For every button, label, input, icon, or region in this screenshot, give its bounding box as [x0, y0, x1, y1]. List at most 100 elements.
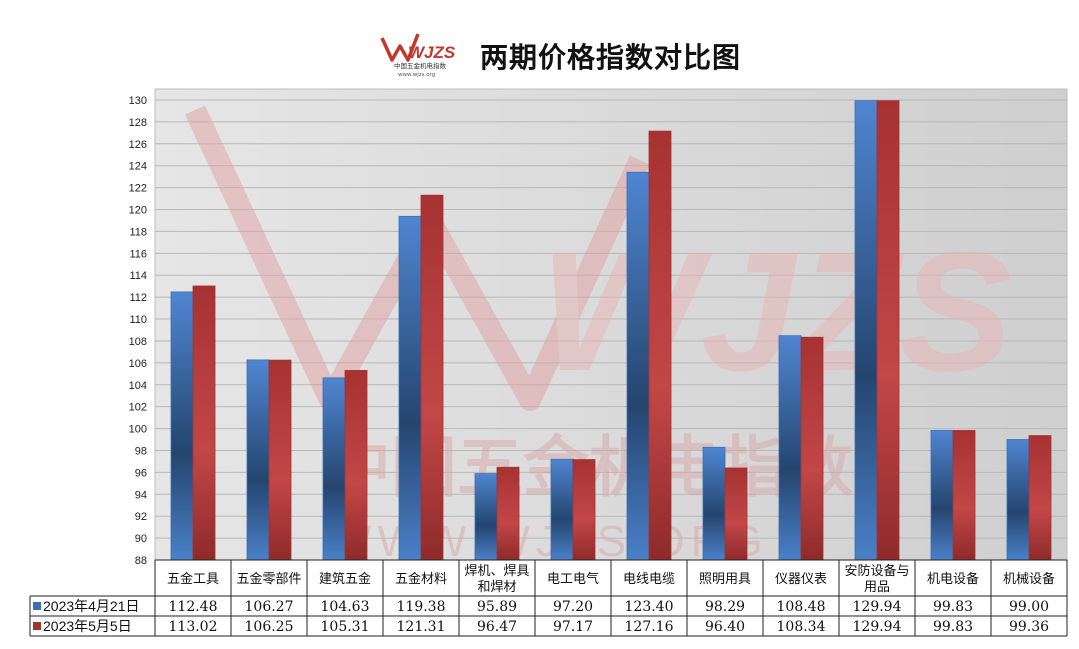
category-label: 仪器仪表 [775, 572, 827, 587]
bar-series2 [952, 430, 976, 561]
bar-series1 [474, 473, 498, 561]
y-tick-label: 112 [129, 292, 147, 304]
data-label: 112.48 [169, 599, 218, 615]
bar-series1 [854, 100, 878, 561]
bar-series2 [496, 466, 520, 561]
data-label: 106.25 [245, 619, 294, 635]
y-tick-label: 118 [129, 226, 147, 238]
data-label: 99.00 [1009, 599, 1049, 615]
data-label: 99.83 [933, 599, 973, 615]
y-tick-label: 128 [129, 117, 147, 129]
category-label: 五金工具 [167, 571, 219, 587]
y-tick-label: 96 [135, 467, 147, 479]
y-tick-label: 130 [129, 95, 147, 107]
bar-series1 [322, 377, 346, 561]
bar-series1 [702, 446, 726, 561]
category-label: 机械设备 [1003, 571, 1055, 587]
y-tick-label: 126 [129, 139, 147, 151]
wjzs-logo: WJZS 中国五金机电指数 www.wjzs.org [380, 33, 456, 78]
y-tick-label: 120 [129, 205, 147, 217]
data-label: 97.17 [553, 619, 593, 635]
bar-series2 [876, 100, 900, 561]
bar-series2 [724, 467, 748, 561]
logo-text: WJZS [408, 43, 456, 62]
bar-series2 [344, 370, 368, 561]
watermark-brand: WJZS [540, 217, 1012, 407]
category-label: 用品 [864, 580, 890, 595]
bar-series1 [778, 335, 802, 561]
category-label: 五金零部件 [236, 571, 301, 587]
y-tick-label: 106 [129, 358, 147, 370]
y-tick-label: 122 [129, 183, 147, 195]
category-label: 机电设备 [927, 571, 979, 587]
bar-series1 [398, 215, 422, 561]
category-label: 五金材料 [395, 571, 447, 587]
y-tick-label: 108 [129, 336, 147, 348]
legend-entry: 2023年5月5日 [43, 618, 132, 634]
y-tick-label: 104 [129, 380, 147, 392]
watermark: WJZS 中国五金机电指数 WWW.WJZS.ORG [185, 105, 1012, 566]
y-tick-label: 92 [135, 511, 147, 523]
bar-series1 [1006, 439, 1030, 561]
data-label: 99.36 [1009, 619, 1049, 635]
data-label: 127.16 [625, 619, 674, 635]
data-label: 96.40 [705, 619, 745, 635]
bar-series1 [246, 359, 270, 561]
data-label: 108.48 [777, 599, 826, 615]
y-tick-label: 114 [129, 270, 147, 282]
legend-swatch [33, 602, 41, 610]
y-tick-label: 100 [129, 424, 147, 436]
bar-series2 [572, 459, 596, 561]
data-label: 99.83 [933, 619, 973, 635]
data-label: 129.94 [853, 599, 902, 615]
category-label: 电线电缆 [623, 571, 675, 587]
logo-url: www.wjzs.org [398, 72, 435, 78]
data-label: 104.63 [321, 599, 370, 615]
category-label: 和焊材 [477, 579, 516, 595]
category-label: 安防设备与 [844, 563, 909, 579]
legend-entry: 2023年4月21日 [43, 598, 140, 614]
data-label: 123.40 [625, 599, 674, 615]
category-label: 焊机、焊具 [464, 563, 529, 579]
bar-series1 [930, 430, 954, 561]
bar-series1 [626, 171, 650, 561]
bar-series2 [420, 194, 444, 561]
y-tick-label: 110 [129, 314, 147, 326]
data-label: 106.27 [245, 599, 294, 615]
y-tick-label: 98 [135, 445, 147, 457]
bar-series1 [550, 458, 574, 561]
y-tick-label: 124 [129, 161, 147, 173]
bar-series2 [1028, 435, 1052, 561]
category-label: 电工电气 [547, 571, 599, 587]
y-tick-label: 90 [135, 533, 147, 545]
y-tick-label: 88 [135, 555, 147, 567]
bar-series2 [192, 285, 216, 561]
bar-series1 [170, 291, 194, 561]
data-label: 129.94 [853, 619, 902, 635]
data-label: 121.31 [397, 619, 446, 635]
data-label: 113.02 [169, 619, 218, 635]
data-label: 108.34 [777, 619, 826, 635]
data-label: 98.29 [705, 599, 745, 615]
y-tick-label: 116 [129, 248, 147, 260]
logo-subtext: 中国五金机电指数 [394, 61, 447, 70]
bars [170, 100, 1052, 561]
category-label: 建筑五金 [319, 571, 371, 587]
data-label: 96.47 [477, 619, 517, 635]
chart-title: 两期价格指数对比图 [480, 41, 742, 74]
data-label: 119.38 [397, 599, 446, 615]
bar-series2 [268, 359, 292, 561]
bar-series2 [800, 336, 824, 561]
title-row: WJZS 中国五金机电指数 www.wjzs.org 两期价格指数对比图 [0, 28, 1079, 82]
data-label: 95.89 [477, 599, 517, 615]
plot-area [154, 88, 1068, 561]
y-axis: 88 90 92 94 96 98 100 102 104 106 108 110 112 114 116 1… [129, 95, 147, 567]
y-tick-label: 94 [135, 489, 147, 501]
data-label: 105.31 [321, 619, 370, 635]
bar-series2 [648, 130, 672, 561]
y-tick-label: 102 [129, 402, 147, 414]
category-label: 照明用具 [699, 572, 751, 587]
data-label: 97.20 [553, 599, 593, 615]
